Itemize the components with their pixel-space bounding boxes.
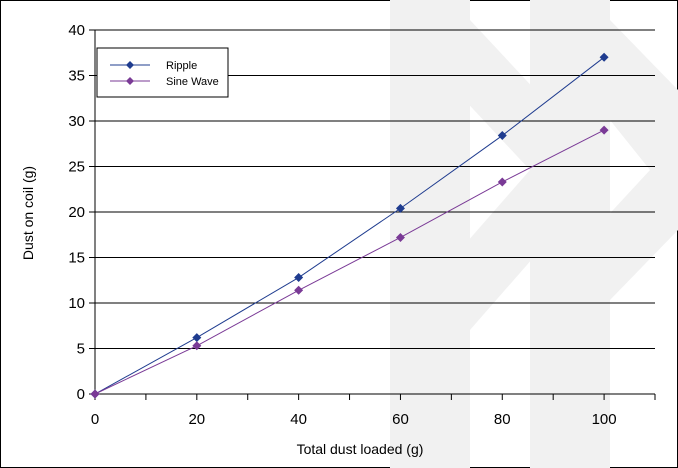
data-point [90,389,100,399]
data-point [192,333,202,343]
series-0 [90,52,609,399]
data-point [395,232,405,242]
data-point [599,52,609,62]
y-axis-title: Dust on coil (g) [20,166,36,260]
series-line [94,129,605,395]
watermark-shapes [390,0,678,468]
legend: Ripple Sine Wave [96,47,229,98]
data-point [294,273,304,283]
y-tick-label: 0 [77,386,85,403]
series-1 [90,125,609,399]
watermark-chevron [530,20,678,300]
y-tick-label: 20 [68,204,85,221]
y-tick-label: 40 [68,22,85,39]
data-point [599,125,609,135]
data-point [497,177,507,187]
y-tick-label: 25 [68,159,85,176]
x-tick-label: 80 [494,411,511,428]
data-point [192,341,202,351]
legend-label: Ripple [166,60,197,72]
x-tick-label: 100 [592,411,617,428]
x-tick-label: 40 [290,411,307,428]
legend-box [96,47,229,98]
x-axis-title: Total dust loaded (g) [297,441,424,457]
legend-marker [126,61,134,69]
series-layer [90,52,609,399]
x-tick-label: 0 [91,411,99,428]
x-tick-label: 20 [188,411,205,428]
data-point [395,203,405,213]
legend-marker [126,77,134,85]
data-point [497,131,507,141]
watermark-chevron [390,20,610,330]
series-line [94,56,605,395]
y-tick-label: 15 [68,250,85,267]
axes [94,30,655,395]
y-tick-label: 35 [68,68,85,85]
data-point [294,285,304,295]
y-tick-label: 10 [68,295,85,312]
y-axis-ticks: 0 5 10 15 20 25 30 35 40 [68,22,95,403]
x-axis-ticks: 0 20 40 60 80 100 [91,394,656,428]
y-tick-label: 5 [77,341,85,358]
y-tick-label: 30 [68,113,85,130]
x-tick-label: 60 [392,411,409,428]
legend-label: Sine Wave [166,76,219,88]
